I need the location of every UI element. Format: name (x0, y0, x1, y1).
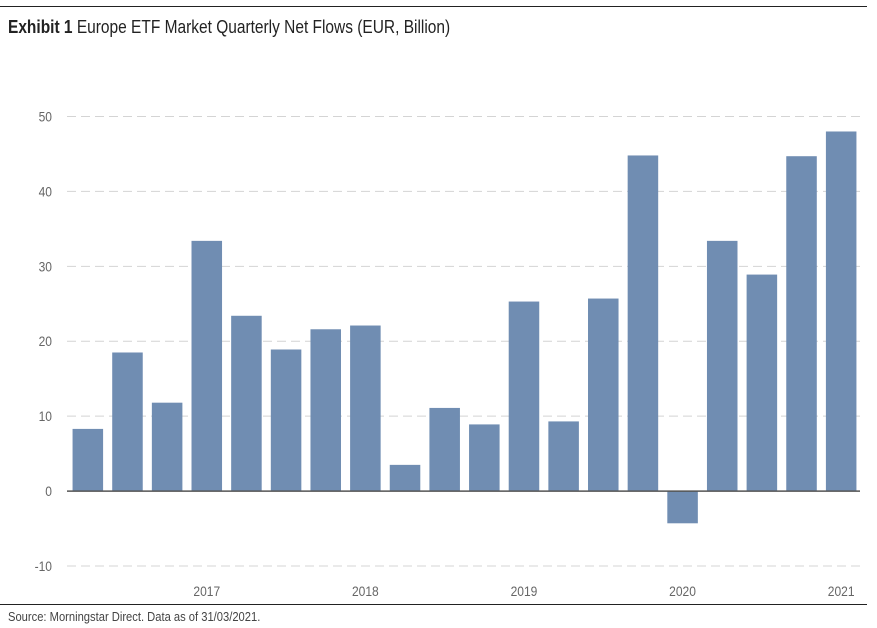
bar-q2-2019 (548, 421, 579, 492)
bar-q4-2020 (786, 156, 817, 492)
bar-q3-2020 (746, 274, 778, 492)
y-tick-label: 40 (39, 184, 52, 200)
bar-q3-2019 (588, 298, 619, 492)
bar-q4-2018 (469, 424, 500, 492)
bar-q3-2017 (270, 349, 302, 492)
bottom-rule (0, 604, 867, 605)
x-axis-ticks: 2017 2018 2019 2020 2021 (193, 583, 854, 599)
x-tick-label-2020: 2020 (669, 583, 696, 599)
bar-q1-2018 (350, 325, 381, 492)
x-tick-label-2018: 2018 (352, 583, 379, 599)
bar-q1-2019 (508, 301, 540, 492)
source-note: Source: Morningstar Direct. Data as of 3… (8, 609, 261, 624)
y-tick-label: 50 (39, 109, 52, 125)
y-tick-label: 0 (45, 483, 52, 499)
bar-q3-2018 (429, 407, 460, 492)
exhibit-label: Exhibit 1 (8, 17, 73, 37)
y-tick-label: 10 (39, 408, 52, 424)
y-axis-ticks: -10 0 10 20 30 40 50 (35, 109, 52, 575)
y-tick-label: 20 (39, 333, 52, 349)
bar-q2-2020 (706, 240, 738, 492)
y-tick-label: -10 (35, 558, 52, 574)
chart-title: Exhibit 1 Europe ETF Market Quarterly Ne… (8, 17, 450, 38)
bar-q2-2016 (72, 428, 104, 492)
bar-q1-2021 (825, 131, 857, 492)
gridlines (67, 116, 860, 567)
x-tick-label-2019: 2019 (511, 583, 538, 599)
x-tick-label-2017: 2017 (193, 583, 220, 599)
x-tick-label-2021: 2021 (828, 583, 855, 599)
bar-q2-2018 (389, 464, 421, 492)
bar-q1-2017 (191, 240, 223, 492)
bar-q1-2020 (667, 491, 698, 524)
bar-q4-2019 (627, 155, 659, 492)
y-tick-label: 30 (39, 258, 52, 274)
bar-q3-2016 (112, 352, 143, 492)
bar-q2-2017 (231, 315, 262, 492)
title-text: Europe ETF Market Quarterly Net Flows (E… (76, 17, 451, 37)
bar-q4-2016 (151, 402, 183, 492)
bar-q4-2017 (310, 329, 341, 492)
top-rule (0, 6, 867, 7)
bars (72, 131, 857, 524)
